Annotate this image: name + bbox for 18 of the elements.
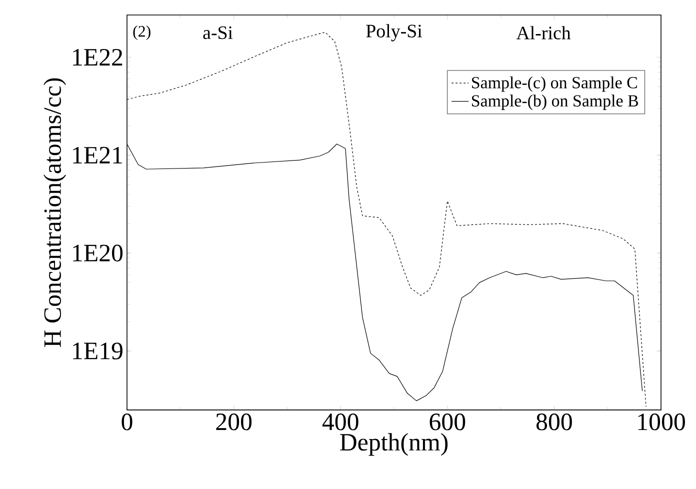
annotation: Al-rich — [516, 26, 571, 40]
x-tick-label: 400 — [322, 413, 358, 430]
y-tick-label: 1E20 — [73, 244, 123, 262]
x-tick-label: 600 — [430, 413, 466, 430]
x-tick-label: 0 — [122, 413, 132, 430]
x-axis-title: Depth(nm) — [340, 433, 448, 456]
x-tick-label: 200 — [216, 413, 252, 430]
legend-label: Sample-(b) on Sample B — [472, 94, 638, 110]
y-axis-title: H Concentration(atoms/cc) — [43, 78, 66, 347]
annotation: a-Si — [203, 26, 233, 40]
x-tick-label: 1000 — [638, 413, 685, 430]
annotation: Poly-Si — [366, 24, 422, 42]
x-tick-label: 800 — [536, 413, 572, 430]
annotation: (2) — [133, 26, 150, 40]
y-tick-label: 1E22 — [73, 48, 122, 66]
y-tick-label: 1E21 — [73, 146, 122, 164]
y-tick-label: 1E19 — [73, 342, 122, 360]
legend-label: Sample-(c) on Sample C — [472, 76, 637, 92]
